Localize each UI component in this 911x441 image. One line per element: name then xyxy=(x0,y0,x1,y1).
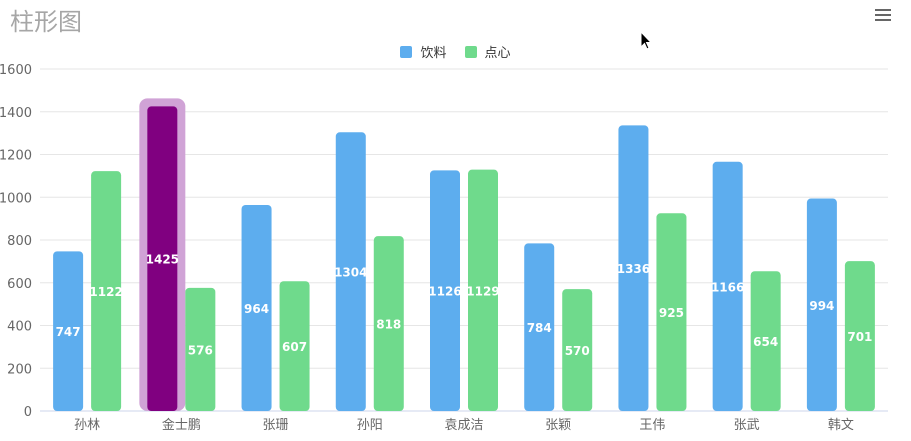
data-label: 747 xyxy=(56,325,81,339)
bar[interactable] xyxy=(750,271,781,411)
bar[interactable] xyxy=(430,170,460,411)
bar[interactable] xyxy=(185,287,216,411)
y-tick-label: 0 xyxy=(24,405,32,420)
data-label: 654 xyxy=(753,335,778,349)
y-tick-label: 400 xyxy=(7,320,32,335)
x-tick-label: 韩文 xyxy=(828,418,854,433)
bar[interactable] xyxy=(712,161,743,411)
y-tick-label: 1000 xyxy=(0,191,32,206)
data-label: 818 xyxy=(376,318,401,332)
legend-swatch-snacks xyxy=(464,45,477,58)
y-tick-label: 1600 xyxy=(0,63,32,78)
bar[interactable] xyxy=(241,204,272,411)
data-label: 1122 xyxy=(89,285,122,299)
x-tick-label: 王伟 xyxy=(639,418,665,433)
data-label: 1129 xyxy=(466,284,499,298)
y-tick-label: 200 xyxy=(7,362,32,377)
data-label: 784 xyxy=(527,321,552,335)
bar[interactable] xyxy=(279,281,310,411)
x-tick-label: 金士鹏 xyxy=(162,417,201,433)
x-tick-label: 孙阳 xyxy=(357,418,383,433)
bar[interactable] xyxy=(656,213,687,411)
data-label: 964 xyxy=(244,302,269,316)
bar[interactable] xyxy=(373,236,404,411)
y-tick-label: 800 xyxy=(7,234,32,249)
data-label: 607 xyxy=(282,340,307,354)
bar[interactable] xyxy=(91,171,122,411)
y-tick-label: 1400 xyxy=(0,106,32,121)
bar[interactable] xyxy=(53,251,84,411)
data-label: 570 xyxy=(565,344,590,358)
legend-label-snacks: 点心 xyxy=(484,46,511,61)
y-tick-label: 1200 xyxy=(0,149,32,164)
bar[interactable] xyxy=(147,106,178,411)
data-label: 1166 xyxy=(711,280,744,294)
bar[interactable] xyxy=(618,125,649,412)
legend-item-snacks[interactable]: 点心 xyxy=(464,42,511,61)
legend-swatch-drinks xyxy=(400,45,413,58)
x-tick-label: 张珊 xyxy=(263,418,289,433)
data-label: 1304 xyxy=(334,266,367,280)
legend: 饮料 点心 xyxy=(0,42,911,61)
data-label: 576 xyxy=(188,343,213,357)
data-label: 1425 xyxy=(146,253,179,267)
x-tick-label: 张颖 xyxy=(545,418,571,433)
bar[interactable] xyxy=(844,261,875,411)
data-label: 925 xyxy=(659,306,684,320)
bar[interactable] xyxy=(468,169,498,411)
legend-label-drinks: 饮料 xyxy=(420,46,447,61)
x-tick-label: 孙林 xyxy=(74,418,100,433)
bar[interactable] xyxy=(335,132,366,411)
chart-title: 柱形图 xyxy=(10,8,82,36)
mouse-cursor-icon xyxy=(640,31,653,50)
data-label: 1336 xyxy=(617,262,650,276)
bar[interactable] xyxy=(806,198,837,411)
data-label: 1126 xyxy=(428,285,461,299)
bar[interactable] xyxy=(524,243,555,411)
bar[interactable] xyxy=(562,289,593,411)
x-tick-label: 张武 xyxy=(734,418,760,433)
y-tick-label: 600 xyxy=(7,277,32,292)
data-label: 994 xyxy=(809,299,834,313)
data-label: 701 xyxy=(847,330,872,344)
legend-item-drinks[interactable]: 饮料 xyxy=(400,42,447,61)
x-tick-label: 袁成洁 xyxy=(444,418,483,433)
menu-icon[interactable] xyxy=(873,7,893,23)
